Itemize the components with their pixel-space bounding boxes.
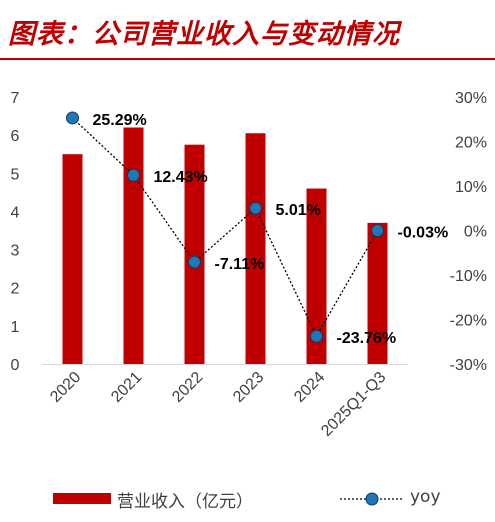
revenue-bar — [245, 133, 266, 364]
x-tick-label: 2022 — [169, 369, 206, 406]
yoy-point — [249, 201, 262, 215]
revenue-bars — [62, 127, 388, 364]
right-tick-label: 20% — [455, 135, 487, 152]
x-tick-label: 2020 — [47, 369, 84, 406]
right-tick-label: -10% — [450, 268, 487, 285]
yoy-point — [66, 111, 79, 125]
right-tick-label: 30% — [455, 90, 487, 107]
yoy-data-label: 12.43% — [154, 169, 208, 186]
yoy-point — [310, 329, 323, 343]
yoy-data-label: 25.29% — [93, 112, 147, 129]
right-tick-label: -30% — [450, 357, 487, 374]
x-tick-label: 2024 — [291, 369, 328, 406]
yoy-data-label: -0.03% — [398, 225, 449, 242]
yoy-line — [72, 117, 379, 338]
right-tick-label: -20% — [450, 313, 487, 330]
left-tick-label: 3 — [11, 243, 20, 260]
revenue-bar — [62, 154, 83, 364]
left-tick-label: 2 — [11, 281, 20, 298]
left-tick-label: 6 — [11, 128, 20, 145]
x-tick-label: 2025Q1-Q3 — [318, 369, 389, 440]
revenue-bar — [306, 188, 327, 364]
yoy-point — [127, 168, 140, 182]
legend-bar-swatch — [53, 493, 111, 504]
revenue-bar — [123, 127, 144, 364]
chart-title: 图表：公司营业收入与变动情况 — [8, 19, 400, 50]
yoy-line-series: 25.29% 12.43% -7.11% 5.01% -23.76% -0.03% — [66, 111, 449, 347]
left-tick-label: 0 — [11, 357, 20, 374]
x-tick-label: 2023 — [230, 369, 267, 406]
left-axis: 0 1 2 3 4 5 6 7 — [11, 90, 20, 374]
legend-bar-label: 营业收入（亿元） — [117, 492, 253, 512]
yoy-point — [188, 255, 201, 269]
legend: 营业收入（亿元） yoy — [0, 478, 495, 518]
yoy-point — [371, 224, 384, 238]
right-tick-label: 0% — [464, 224, 487, 241]
left-tick-label: 1 — [11, 319, 20, 336]
revenue-bar — [367, 222, 388, 364]
legend-line-swatch — [340, 492, 404, 506]
title-underline — [0, 58, 495, 60]
right-tick-label: 10% — [455, 179, 487, 196]
left-tick-label: 4 — [11, 204, 20, 221]
x-tick-label: 2021 — [108, 369, 145, 406]
left-tick-label: 7 — [11, 90, 20, 107]
yoy-data-label: 5.01% — [276, 202, 321, 219]
left-tick-label: 5 — [11, 166, 20, 183]
right-axis: -30% -20% -10% 0% 10% 20% 30% — [450, 90, 487, 374]
chart-header: 图表：公司营业收入与变动情况 — [0, 0, 495, 64]
yoy-data-label: -23.76% — [337, 330, 397, 347]
revenue-bar — [184, 144, 205, 364]
yoy-data-label: -7.11% — [215, 256, 265, 273]
legend-line-label: yoy — [410, 487, 441, 507]
